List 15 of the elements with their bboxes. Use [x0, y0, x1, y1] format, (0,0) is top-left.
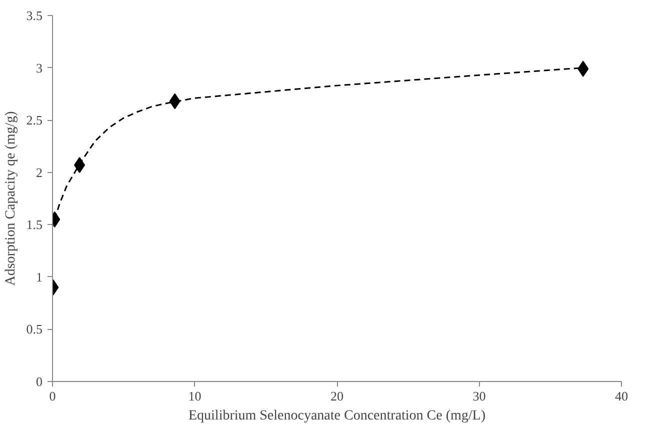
- x-tick-label: 10: [188, 388, 202, 404]
- y-tick-label: 3.5: [26, 8, 42, 23]
- x-tick-label: 20: [330, 388, 344, 404]
- y-tick-label: 2: [36, 164, 42, 180]
- y-tick-label: 1.5: [26, 217, 42, 232]
- x-tick-label: 0: [49, 388, 56, 404]
- x-tick-label: 40: [615, 388, 628, 404]
- y-tick-label: 1: [36, 269, 42, 284]
- y-tick-label: 3: [36, 60, 42, 76]
- y-tick-label: 2.5: [26, 112, 42, 128]
- x-axis-title: Equilibrium Selenocyanate Concentration Ce (mg/L): [188, 408, 486, 424]
- x-tick-label: 30: [472, 388, 486, 404]
- y-axis-title: Adsorption Capacity qe (mg/g): [3, 110, 18, 286]
- y-tick-label: 0: [36, 374, 42, 389]
- y-tick-label: 0.5: [26, 322, 42, 337]
